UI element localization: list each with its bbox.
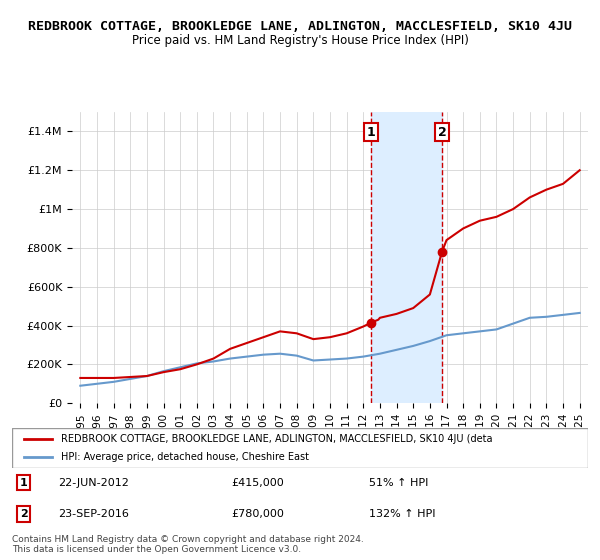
Text: HPI: Average price, detached house, Cheshire East: HPI: Average price, detached house, Ches… xyxy=(61,451,309,461)
Text: 2: 2 xyxy=(437,126,446,139)
Text: 23-SEP-2016: 23-SEP-2016 xyxy=(58,509,129,519)
Text: 51% ↑ HPI: 51% ↑ HPI xyxy=(369,478,428,488)
Text: £415,000: £415,000 xyxy=(231,478,284,488)
Text: REDBROOK COTTAGE, BROOKLEDGE LANE, ADLINGTON, MACCLESFIELD, SK10 4JU: REDBROOK COTTAGE, BROOKLEDGE LANE, ADLIN… xyxy=(28,20,572,32)
Text: Contains HM Land Registry data © Crown copyright and database right 2024.
This d: Contains HM Land Registry data © Crown c… xyxy=(12,535,364,554)
Text: 22-JUN-2012: 22-JUN-2012 xyxy=(58,478,129,488)
Text: 1: 1 xyxy=(20,478,28,488)
FancyBboxPatch shape xyxy=(12,428,588,468)
Text: REDBROOK COTTAGE, BROOKLEDGE LANE, ADLINGTON, MACCLESFIELD, SK10 4JU (deta: REDBROOK COTTAGE, BROOKLEDGE LANE, ADLIN… xyxy=(61,435,493,445)
Text: £780,000: £780,000 xyxy=(231,509,284,519)
Text: 2: 2 xyxy=(20,509,28,519)
Text: 132% ↑ HPI: 132% ↑ HPI xyxy=(369,509,436,519)
Bar xyxy=(371,112,442,403)
Text: 1: 1 xyxy=(367,126,376,139)
Text: Price paid vs. HM Land Registry's House Price Index (HPI): Price paid vs. HM Land Registry's House … xyxy=(131,34,469,46)
